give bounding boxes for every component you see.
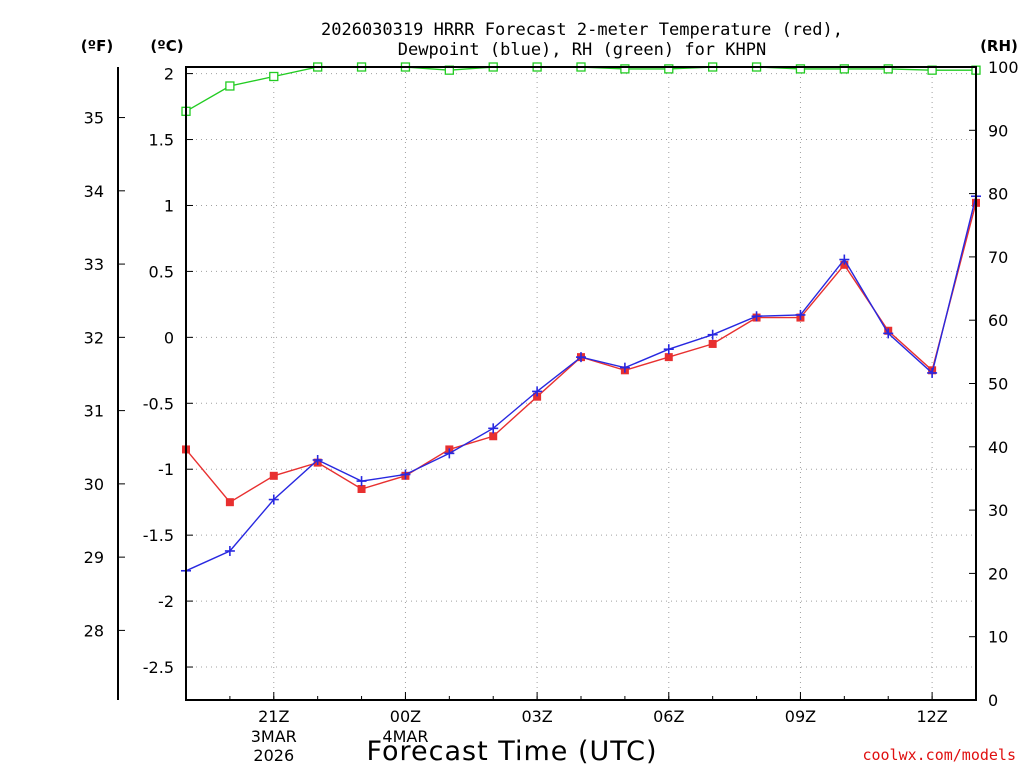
temperature-point xyxy=(664,353,673,362)
x-tick-label: 03Z xyxy=(521,707,552,726)
fahrenheit-tick-label: 31 xyxy=(84,402,104,421)
plot-frame xyxy=(185,66,977,701)
gridlines xyxy=(186,67,976,700)
x-tick-label: 21Z xyxy=(258,707,289,726)
temperature-point xyxy=(533,392,542,401)
celsius-tick-label: 2 xyxy=(164,65,174,84)
celsius-tick-label: -1 xyxy=(158,460,174,479)
celsius-tick-label: -0.5 xyxy=(143,394,174,413)
fahrenheit-axis: 35 34 33 32 31 30 29 28 xyxy=(84,109,125,640)
dewpoint-point xyxy=(795,309,806,320)
fahrenheit-tick-label: 29 xyxy=(84,548,104,567)
celsius-tick-label: -1.5 xyxy=(143,526,174,545)
x-axis-label: Forecast Time (UTC) xyxy=(366,736,657,767)
celsius-tick-label: -2 xyxy=(158,592,174,611)
rh-tick-label: 90 xyxy=(988,121,1008,140)
rh-tick-label: 70 xyxy=(988,248,1008,267)
temperature-point xyxy=(840,260,849,269)
rh-point xyxy=(620,64,630,74)
celsius-tick-label: 1 xyxy=(164,196,174,215)
temperature-point xyxy=(269,471,278,480)
dewpoint-point xyxy=(444,448,455,459)
dewpoint-point xyxy=(576,352,586,363)
celsius-unit-label: (ºC) xyxy=(150,37,183,55)
rh-tick-label: 40 xyxy=(988,438,1008,457)
dewpoint-point xyxy=(883,328,894,339)
x-tick-label: 00Z xyxy=(390,707,421,726)
fahrenheit-tick-label: 28 xyxy=(84,621,104,640)
fahrenheit-tick-label: 32 xyxy=(84,328,104,347)
celsius-tick-label: -2.5 xyxy=(143,658,174,677)
rh-tick-label: 60 xyxy=(988,311,1008,330)
rh-tick-label: 50 xyxy=(988,375,1008,394)
dewpoint-point xyxy=(224,545,235,556)
celsius-tick-label: 0 xyxy=(164,328,174,347)
dewpoint-point xyxy=(927,367,938,378)
temperature-point xyxy=(225,498,234,507)
dewpoint-point xyxy=(356,476,367,487)
chart-title-line-2: Dewpoint (blue), RH (green) for KHPN xyxy=(398,40,766,60)
temperature-point xyxy=(489,432,498,441)
dewpoint-point xyxy=(619,362,630,373)
x-tick-date-label: 4MAR xyxy=(382,727,428,746)
rh-point xyxy=(883,64,893,74)
fahrenheit-tick-label: 33 xyxy=(84,255,104,274)
dewpoint-point xyxy=(488,423,499,434)
fahrenheit-tick-label: 35 xyxy=(84,109,104,128)
rh-point xyxy=(664,64,674,74)
dewpoint-point xyxy=(532,386,543,397)
rh-tick-label: 20 xyxy=(988,564,1008,583)
rh-tick-label: 10 xyxy=(988,628,1008,647)
fahrenheit-tick-label: 30 xyxy=(84,475,104,494)
temperature-point xyxy=(708,339,717,348)
chart-title-line-1: 2026030319 HRRR Forecast 2-meter Tempera… xyxy=(321,20,843,40)
rh-tick-label: 0 xyxy=(988,691,998,710)
dewpoint-point xyxy=(751,311,762,322)
x-tick-label: 12Z xyxy=(916,707,947,726)
dewpoint-line xyxy=(185,196,977,572)
dewpoint-point xyxy=(400,469,411,480)
dewpoint-point xyxy=(268,494,279,505)
fahrenheit-unit-label: (ºF) xyxy=(81,37,113,55)
dewpoint-point xyxy=(707,329,718,340)
x-tick-label: 09Z xyxy=(785,707,816,726)
rh-tick-label: 80 xyxy=(988,185,1008,204)
temperature-point xyxy=(357,485,366,493)
rh-tick-label: 100 xyxy=(988,58,1019,77)
fahrenheit-tick-label: 34 xyxy=(84,182,104,201)
x-tick-label: 06Z xyxy=(653,707,684,726)
credit-text: coolwx.com/models xyxy=(862,746,1016,764)
x-tick-date-label: 3MAR xyxy=(251,727,297,746)
celsius-axis: 2 1.5 1 0.5 0 -0.5 -1 -1.5 -2 -2.5 xyxy=(143,65,193,677)
rh-unit-label: (RH) xyxy=(980,37,1018,55)
rh-point xyxy=(839,64,849,74)
dewpoint-point xyxy=(663,344,674,355)
dewpoint-point xyxy=(839,254,850,265)
celsius-tick-label: 1.5 xyxy=(149,131,174,150)
rh-point xyxy=(795,64,806,74)
rh-point xyxy=(225,81,235,91)
x-tick-year-label: 2026 xyxy=(253,746,294,765)
celsius-tick-label: 0.5 xyxy=(149,262,174,281)
dewpoint-point xyxy=(312,454,323,465)
rh-tick-label: 30 xyxy=(988,501,1008,520)
rh-point xyxy=(269,71,279,82)
